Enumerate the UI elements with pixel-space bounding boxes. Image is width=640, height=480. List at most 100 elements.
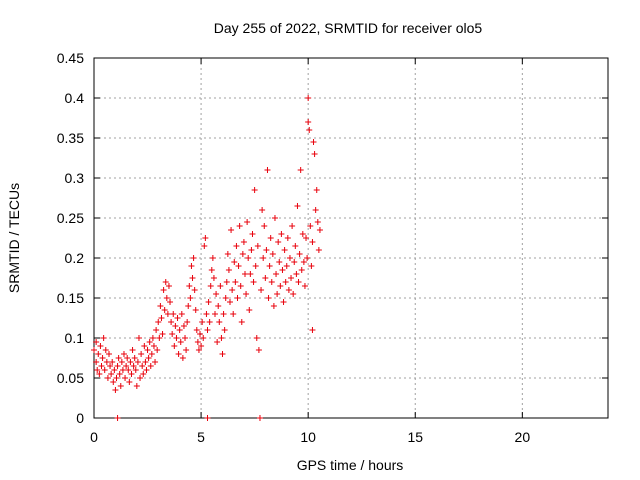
- data-point: [114, 415, 121, 421]
- data-point: [103, 359, 110, 365]
- data-point: [128, 371, 135, 377]
- data-point: [215, 303, 222, 309]
- data-point: [201, 243, 208, 249]
- data-point: [163, 295, 170, 301]
- y-tick-label: 0.2: [65, 250, 85, 266]
- data-points: [91, 95, 323, 421]
- data-point: [237, 283, 244, 289]
- data-point: [114, 363, 121, 369]
- data-point: [239, 251, 246, 257]
- data-point: [256, 415, 263, 421]
- data-point: [313, 187, 320, 193]
- data-point: [105, 351, 112, 357]
- y-tick-label: 0.4: [65, 90, 85, 106]
- data-point: [314, 219, 321, 225]
- data-point: [142, 359, 149, 365]
- data-point: [170, 311, 177, 317]
- data-point: [236, 223, 243, 229]
- data-point: [164, 311, 171, 317]
- data-point: [179, 355, 186, 361]
- data-point: [126, 379, 133, 385]
- data-point: [307, 223, 314, 229]
- data-point: [144, 347, 151, 353]
- data-point: [283, 263, 290, 269]
- data-point: [95, 351, 102, 357]
- data-point: [154, 347, 161, 353]
- data-point: [129, 347, 136, 353]
- data-point: [285, 287, 292, 293]
- data-point: [93, 359, 100, 365]
- data-point: [139, 363, 146, 369]
- data-point: [175, 351, 182, 357]
- data-point: [238, 319, 245, 325]
- data-point: [141, 343, 148, 349]
- data-point: [119, 367, 126, 373]
- data-point: [107, 363, 114, 369]
- data-point: [171, 343, 178, 349]
- data-point: [316, 227, 323, 233]
- data-point: [255, 347, 262, 353]
- data-point: [132, 367, 139, 373]
- data-point: [133, 383, 140, 389]
- data-point: [134, 359, 141, 365]
- data-point: [104, 375, 111, 381]
- data-point: [157, 303, 164, 309]
- data-point: [224, 251, 231, 257]
- data-point: [284, 235, 291, 241]
- data-point: [97, 343, 104, 349]
- data-point: [233, 243, 240, 249]
- data-point: [153, 327, 160, 333]
- data-point: [254, 243, 261, 249]
- data-point: [109, 359, 116, 365]
- data-point: [280, 299, 287, 305]
- data-point: [192, 307, 199, 313]
- data-point: [243, 291, 250, 297]
- data-point: [137, 375, 144, 381]
- data-point: [160, 287, 167, 293]
- data-point: [253, 335, 260, 341]
- data-point: [269, 251, 276, 257]
- data-point: [152, 359, 159, 365]
- data-point: [182, 335, 189, 341]
- grid-layer: [94, 58, 608, 418]
- data-point: [149, 335, 156, 341]
- data-point: [273, 271, 280, 277]
- data-point: [220, 311, 227, 317]
- data-point: [96, 371, 103, 377]
- data-point: [292, 243, 299, 249]
- data-point: [188, 263, 195, 269]
- data-point: [226, 299, 233, 305]
- data-point: [177, 339, 184, 345]
- data-point: [206, 319, 213, 325]
- data-point: [172, 323, 179, 329]
- data-point: [279, 267, 286, 273]
- data-point: [262, 275, 269, 281]
- data-point: [261, 223, 268, 229]
- data-point: [159, 331, 166, 337]
- data-point: [303, 235, 310, 241]
- data-point: [278, 231, 285, 237]
- data-point: [231, 259, 238, 265]
- data-point: [183, 347, 190, 353]
- data-point: [225, 267, 232, 273]
- y-tick-label: 0.15: [57, 290, 84, 306]
- data-point: [304, 255, 311, 261]
- data-point: [244, 219, 251, 225]
- data-point: [305, 119, 312, 125]
- data-point: [184, 319, 191, 325]
- data-point: [247, 271, 254, 277]
- data-point: [99, 355, 106, 361]
- data-point: [199, 319, 206, 325]
- data-point: [217, 283, 224, 289]
- data-point: [266, 263, 273, 269]
- data-point: [259, 207, 266, 213]
- data-point: [117, 383, 124, 389]
- data-point: [216, 319, 223, 325]
- data-point: [301, 283, 308, 289]
- data-point: [204, 327, 211, 333]
- data-point: [187, 295, 194, 301]
- data-point: [91, 347, 97, 353]
- data-point: [282, 279, 289, 285]
- y-tick-label: 0.3: [65, 170, 85, 186]
- data-point: [299, 231, 306, 237]
